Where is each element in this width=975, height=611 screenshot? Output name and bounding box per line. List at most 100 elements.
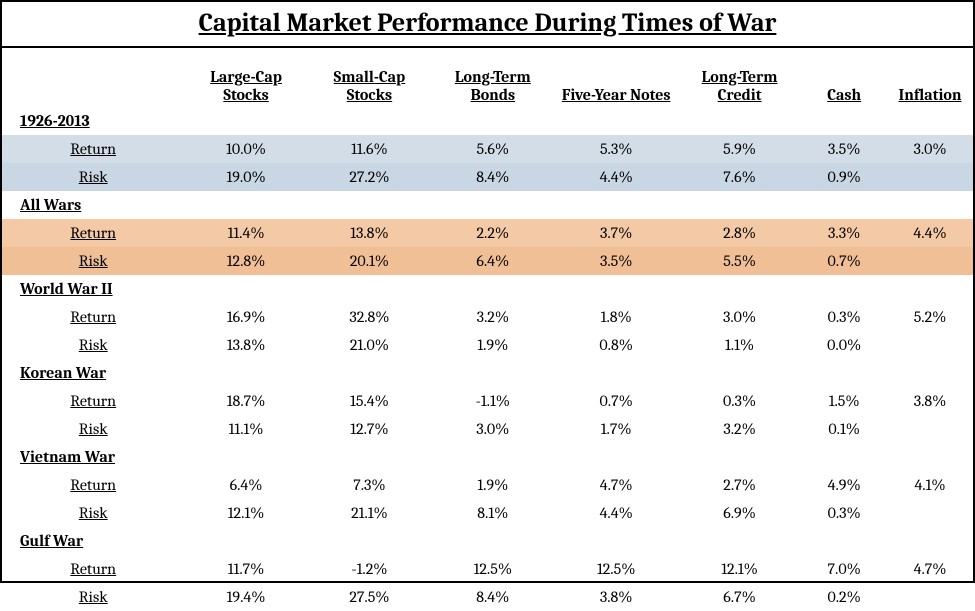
metric-label: Risk bbox=[2, 247, 184, 275]
data-cell: 10.0% bbox=[184, 135, 307, 163]
data-cell bbox=[887, 163, 973, 191]
data-cell: 8.4% bbox=[431, 163, 554, 191]
data-cell: 11.4% bbox=[184, 219, 307, 247]
data-cell: 4.9% bbox=[801, 471, 887, 499]
data-cell: 20.1% bbox=[308, 247, 431, 275]
data-cell: 4.4% bbox=[555, 499, 678, 527]
table-body: 1926-2013Return10.0%11.6%5.6%5.3%5.9%3.5… bbox=[2, 107, 973, 611]
table-row: Risk13.8%21.0%1.9%0.8%1.1%0.0% bbox=[2, 331, 973, 359]
data-cell: 0.1% bbox=[801, 415, 887, 443]
table-row: Return10.0%11.6%5.6%5.3%5.9%3.5%3.0% bbox=[2, 135, 973, 163]
table-row: Risk12.1%21.1%8.1%4.4%6.9%0.3% bbox=[2, 499, 973, 527]
data-cell: 1.9% bbox=[431, 331, 554, 359]
data-cell bbox=[887, 415, 973, 443]
data-cell: 3.8% bbox=[887, 387, 973, 415]
data-cell: 12.7% bbox=[308, 415, 431, 443]
data-cell: 32.8% bbox=[308, 303, 431, 331]
data-cell: 0.7% bbox=[801, 247, 887, 275]
data-cell: 6.9% bbox=[678, 499, 801, 527]
section-name: Gulf War bbox=[2, 527, 184, 555]
metric-label: Return bbox=[2, 387, 184, 415]
data-cell: 1.8% bbox=[555, 303, 678, 331]
data-cell: 3.2% bbox=[678, 415, 801, 443]
metric-label: Return bbox=[2, 135, 184, 163]
col-lt-credit: Long-Term Credit bbox=[678, 48, 801, 107]
data-cell: 5.5% bbox=[678, 247, 801, 275]
data-cell bbox=[887, 247, 973, 275]
data-cell: 27.5% bbox=[308, 583, 431, 611]
table-row: Risk19.0%27.2%8.4%4.4%7.6%0.9% bbox=[2, 163, 973, 191]
data-cell: 12.1% bbox=[678, 555, 801, 583]
data-cell: 12.8% bbox=[184, 247, 307, 275]
data-cell: 16.9% bbox=[184, 303, 307, 331]
data-cell: 8.4% bbox=[431, 583, 554, 611]
metric-label: Risk bbox=[2, 163, 184, 191]
section-header: Vietnam War bbox=[2, 443, 973, 471]
section-header: Gulf War bbox=[2, 527, 973, 555]
metric-label: Return bbox=[2, 219, 184, 247]
data-cell: 11.7% bbox=[184, 555, 307, 583]
section-name: Vietnam War bbox=[2, 443, 184, 471]
section-name: All Wars bbox=[2, 191, 184, 219]
data-cell: 1.9% bbox=[431, 471, 554, 499]
metric-label: Return bbox=[2, 555, 184, 583]
data-cell: 1.5% bbox=[801, 387, 887, 415]
data-cell: 7.6% bbox=[678, 163, 801, 191]
data-cell: 12.5% bbox=[431, 555, 554, 583]
data-cell: 0.8% bbox=[555, 331, 678, 359]
data-cell: 6.4% bbox=[184, 471, 307, 499]
performance-table: Large-Cap Stocks Small-Cap Stocks Long-T… bbox=[2, 48, 973, 611]
table-row: Return18.7%15.4%-1.1%0.7%0.3%1.5%3.8% bbox=[2, 387, 973, 415]
data-cell: 3.5% bbox=[555, 247, 678, 275]
data-cell: 3.7% bbox=[555, 219, 678, 247]
data-cell: 1.7% bbox=[555, 415, 678, 443]
data-cell: 5.2% bbox=[887, 303, 973, 331]
data-cell bbox=[887, 331, 973, 359]
data-cell: 0.3% bbox=[801, 303, 887, 331]
table-row: Return16.9%32.8%3.2%1.8%3.0%0.3%5.2% bbox=[2, 303, 973, 331]
data-cell: 2.2% bbox=[431, 219, 554, 247]
data-cell: 0.3% bbox=[678, 387, 801, 415]
header-blank bbox=[2, 48, 184, 107]
header-row: Large-Cap Stocks Small-Cap Stocks Long-T… bbox=[2, 48, 973, 107]
table-container: Capital Market Performance During Times … bbox=[0, 0, 975, 583]
data-cell: -1.2% bbox=[308, 555, 431, 583]
section-header: World War II bbox=[2, 275, 973, 303]
data-cell: 0.7% bbox=[555, 387, 678, 415]
data-cell: 21.0% bbox=[308, 331, 431, 359]
data-cell: 13.8% bbox=[308, 219, 431, 247]
data-cell: 5.6% bbox=[431, 135, 554, 163]
data-cell: 0.2% bbox=[801, 583, 887, 611]
data-cell: 18.7% bbox=[184, 387, 307, 415]
metric-label: Return bbox=[2, 471, 184, 499]
col-lt-bonds: Long-Term Bonds bbox=[431, 48, 554, 107]
section-header: Korean War bbox=[2, 359, 973, 387]
data-cell: 4.7% bbox=[555, 471, 678, 499]
col-inflation: Inflation bbox=[887, 48, 973, 107]
data-cell: 13.8% bbox=[184, 331, 307, 359]
table-row: Risk19.4%27.5%8.4%3.8%6.7%0.2% bbox=[2, 583, 973, 611]
data-cell: 21.1% bbox=[308, 499, 431, 527]
section-header: 1926-2013 bbox=[2, 107, 973, 135]
data-cell bbox=[887, 583, 973, 611]
table-row: Return11.4%13.8%2.2%3.7%2.8%3.3%4.4% bbox=[2, 219, 973, 247]
data-cell: 4.7% bbox=[887, 555, 973, 583]
data-cell: 7.0% bbox=[801, 555, 887, 583]
table-row: Return11.7%-1.2%12.5%12.5%12.1%7.0%4.7% bbox=[2, 555, 973, 583]
table-row: Risk12.8%20.1%6.4%3.5%5.5%0.7% bbox=[2, 247, 973, 275]
data-cell: 1.1% bbox=[678, 331, 801, 359]
page-title: Capital Market Performance During Times … bbox=[2, 2, 973, 48]
data-cell: 11.1% bbox=[184, 415, 307, 443]
metric-label: Return bbox=[2, 303, 184, 331]
data-cell: 12.5% bbox=[555, 555, 678, 583]
data-cell: 4.1% bbox=[887, 471, 973, 499]
data-cell: 3.0% bbox=[887, 135, 973, 163]
data-cell: 3.0% bbox=[678, 303, 801, 331]
data-cell: 5.9% bbox=[678, 135, 801, 163]
data-cell: -1.1% bbox=[431, 387, 554, 415]
col-5yr-notes: Five-Year Notes bbox=[555, 48, 678, 107]
data-cell: 11.6% bbox=[308, 135, 431, 163]
data-cell: 3.5% bbox=[801, 135, 887, 163]
data-cell: 5.3% bbox=[555, 135, 678, 163]
data-cell: 3.2% bbox=[431, 303, 554, 331]
